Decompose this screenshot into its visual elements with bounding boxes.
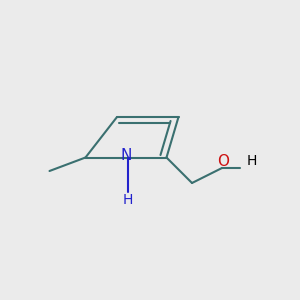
Text: O: O xyxy=(217,154,229,169)
Text: H: H xyxy=(247,154,257,168)
Text: N: N xyxy=(120,148,132,164)
Text: H: H xyxy=(122,194,133,208)
